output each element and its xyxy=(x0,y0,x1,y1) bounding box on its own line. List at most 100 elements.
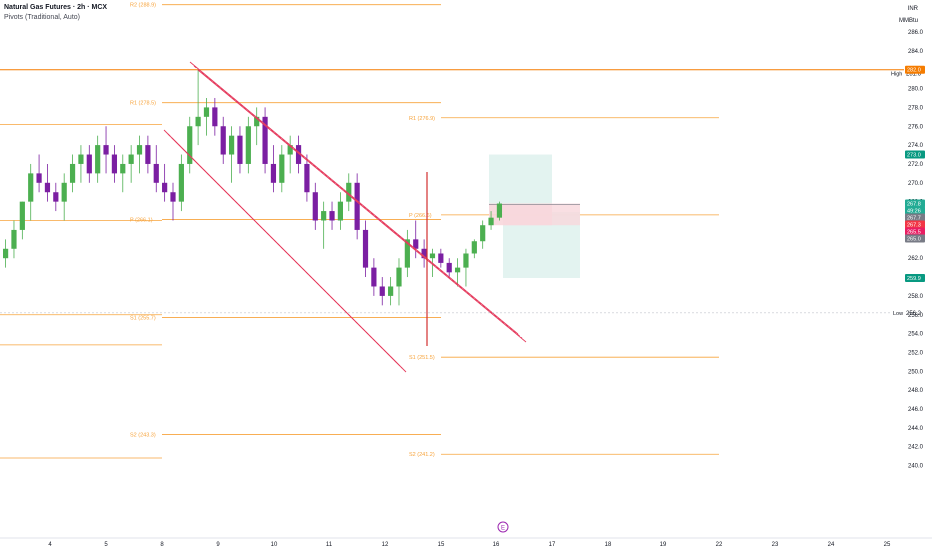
candle-body xyxy=(471,241,477,254)
time-tick-label: 15 xyxy=(438,542,445,548)
currency-label[interactable]: INR xyxy=(907,6,918,12)
price-tag xyxy=(905,234,925,243)
candle-body xyxy=(203,107,210,117)
price-tag-label: 273.0 xyxy=(907,153,921,159)
unit-label[interactable]: MMBtu xyxy=(898,18,918,24)
candle-body xyxy=(488,217,494,226)
channel-upper-line xyxy=(189,61,519,335)
price-tick-label: 278.0 xyxy=(908,105,924,111)
price-tag xyxy=(905,220,925,229)
candle-body xyxy=(279,154,285,183)
pivot-label: R2 (288.9) xyxy=(130,3,156,9)
candle-body xyxy=(454,267,461,273)
time-tick-label: 5 xyxy=(104,542,108,548)
pivot-label: P (266.6) xyxy=(409,213,432,219)
price-tag-label: 267.7 xyxy=(907,216,921,222)
time-tick-label: 25 xyxy=(884,542,891,548)
price-tick-label: 248.0 xyxy=(908,388,924,394)
candle-body xyxy=(162,182,168,193)
candle-body xyxy=(103,145,109,155)
pivot-label: P (266.1) xyxy=(130,218,153,224)
candle-body xyxy=(270,163,277,183)
price-tick-label: 252.0 xyxy=(908,350,924,356)
price-tag-label: 282.0 xyxy=(907,68,921,74)
candle-body xyxy=(145,145,151,164)
pivot-label: S1 (251.5) xyxy=(409,355,435,361)
earnings-event-icon[interactable] xyxy=(497,521,509,533)
price-tick-label: 284.0 xyxy=(908,49,924,55)
candle-body xyxy=(212,107,218,127)
price-tag-label: 259.9 xyxy=(907,276,921,282)
candle-body xyxy=(228,135,235,155)
candle-body xyxy=(446,262,452,273)
candle-body xyxy=(36,173,42,183)
price-tag xyxy=(905,206,925,215)
candle-body xyxy=(178,163,184,202)
indicator-label[interactable]: Pivots (Traditional, Auto) xyxy=(4,14,80,21)
time-tick-label: 22 xyxy=(716,542,723,548)
price-tick-label: 242.0 xyxy=(908,445,924,451)
candle-body xyxy=(321,211,327,221)
candle-body xyxy=(220,126,226,155)
price-tick-label: 274.0 xyxy=(908,143,924,149)
candle-body xyxy=(295,145,302,164)
price-tick-label: 270.0 xyxy=(908,181,924,187)
price-tick-label: 276.0 xyxy=(908,124,924,130)
pivot-label: R1 (278.5) xyxy=(130,101,156,107)
time-tick-label: 11 xyxy=(326,542,333,548)
candle-body xyxy=(120,163,126,174)
candle-body xyxy=(78,154,84,164)
time-tick-label: 18 xyxy=(605,542,612,548)
low-marker-label: Low xyxy=(893,311,903,317)
time-tick-label: 10 xyxy=(271,542,278,548)
time-tick-label: 8 xyxy=(160,542,164,548)
price-tag xyxy=(905,150,925,159)
price-tick-label: 244.0 xyxy=(908,426,924,432)
price-tick-label: 280.0 xyxy=(908,87,924,93)
candle-body xyxy=(19,201,25,230)
candle-body xyxy=(396,267,402,287)
earnings-event-label: E xyxy=(501,526,505,532)
candle-body xyxy=(371,267,377,287)
channel-lower-line-inner xyxy=(171,137,407,373)
price-tag xyxy=(905,213,925,222)
candle-body xyxy=(421,248,427,259)
candle-body xyxy=(404,239,410,268)
stop-zone-right xyxy=(503,203,580,226)
candle-body xyxy=(388,286,394,296)
time-tick-label: 12 xyxy=(382,542,389,548)
price-tag-label: 265.5 xyxy=(907,230,921,236)
candle-body xyxy=(111,154,118,174)
candle-body xyxy=(329,211,335,221)
candle-body xyxy=(480,225,486,242)
price-tick-label: 256.0 xyxy=(908,313,924,319)
candle-body xyxy=(128,154,134,164)
time-tick-label: 16 xyxy=(493,542,500,548)
price-tag xyxy=(905,273,925,282)
time-tick-label: 9 xyxy=(216,542,220,548)
symbol-title[interactable]: Natural Gas Futures · 2h · MCX xyxy=(4,4,108,11)
price-tag xyxy=(905,227,925,236)
candle-body xyxy=(245,126,251,164)
price-tick-label: 262.0 xyxy=(908,256,924,262)
target-zone xyxy=(489,154,552,213)
candle-body xyxy=(413,239,419,249)
price-tick-label: 286.0 xyxy=(908,30,924,36)
time-tick-label: 17 xyxy=(549,542,556,548)
high-marker-label: High xyxy=(891,71,902,77)
candle-body xyxy=(53,192,59,202)
candle-body xyxy=(170,192,176,202)
candle-body xyxy=(254,116,260,127)
low-marker-value: 256.2 xyxy=(906,311,922,317)
candle-body xyxy=(11,229,17,249)
candle-body xyxy=(86,154,92,174)
candle-body xyxy=(346,182,352,202)
candle-body xyxy=(438,253,444,263)
channel-upper-line-mid xyxy=(193,65,523,339)
candle-body xyxy=(379,286,385,296)
price-tick-label: 254.0 xyxy=(908,332,924,338)
price-tag-label: 267.3 xyxy=(907,223,921,229)
price-tick-label: 258.0 xyxy=(908,294,924,300)
time-tick-label: 4 xyxy=(48,542,52,548)
